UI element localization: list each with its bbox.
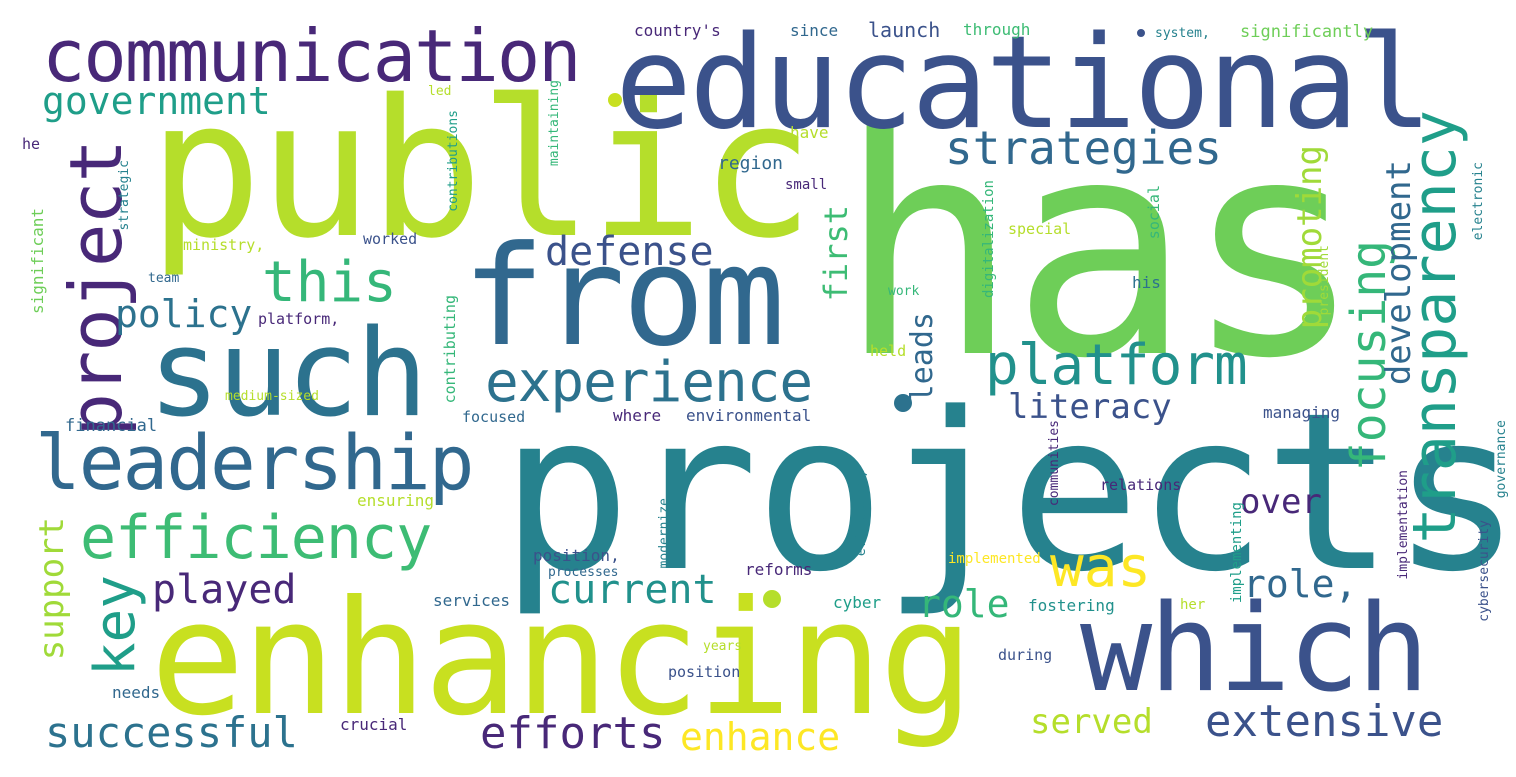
word-processes: processes bbox=[548, 565, 619, 580]
word-crucial: crucial bbox=[340, 715, 408, 734]
word-role-comma: role, bbox=[1243, 562, 1358, 606]
word-educational: educational bbox=[615, 9, 1433, 158]
word-efforts: efforts bbox=[480, 708, 666, 759]
word-enhancing: enhancing bbox=[150, 567, 974, 751]
word-have: have bbox=[790, 123, 829, 142]
word-first: first bbox=[817, 205, 855, 302]
dot-mark bbox=[763, 590, 781, 608]
word-social: social bbox=[1145, 185, 1163, 240]
word-years: years bbox=[703, 639, 743, 654]
word-team: team bbox=[148, 271, 180, 286]
word-has: has bbox=[838, 75, 1364, 424]
word-served: served bbox=[1030, 702, 1153, 742]
word-current: current bbox=[548, 567, 717, 613]
word-support: support bbox=[32, 517, 72, 661]
word-from: from bbox=[462, 216, 785, 377]
word-strategies: strategies bbox=[945, 121, 1222, 175]
word-position: position bbox=[668, 663, 741, 681]
word-ministry-comma: ministry, bbox=[183, 236, 265, 254]
word-such: such bbox=[148, 305, 428, 444]
word-led: led bbox=[428, 84, 452, 99]
word-significant: significant bbox=[28, 208, 47, 314]
word-since: since bbox=[790, 21, 839, 40]
word-modernize: modernize bbox=[657, 498, 672, 569]
word-this: this bbox=[262, 250, 397, 315]
word-held: held bbox=[870, 342, 907, 360]
word-financial: financial bbox=[65, 416, 158, 436]
word-maintaining: maintaining bbox=[547, 80, 562, 167]
word-reforms: reforms bbox=[745, 560, 813, 579]
word-contributing: contributing bbox=[441, 295, 459, 404]
word-literacy: literacy bbox=[1008, 387, 1172, 427]
word-role: role bbox=[918, 582, 1010, 626]
word-fostering: fostering bbox=[1028, 596, 1115, 615]
word-enhance: enhance bbox=[680, 715, 841, 759]
dot-mark bbox=[1137, 29, 1145, 37]
word-extensive: extensive bbox=[1205, 696, 1444, 747]
word-countrys: country's bbox=[634, 21, 721, 40]
word-platform: platform bbox=[985, 333, 1248, 398]
word-experience: experience bbox=[485, 350, 813, 415]
word-electronic: electronic bbox=[1471, 162, 1486, 241]
word-president: president bbox=[1317, 245, 1332, 316]
word-leadership: leadership bbox=[35, 418, 475, 507]
word-governance: governance bbox=[1494, 420, 1509, 499]
word-platform-comma: platform, bbox=[258, 310, 340, 328]
word-position-comma: position, bbox=[533, 546, 620, 565]
word-needs: needs bbox=[112, 683, 161, 702]
word-significantly: significantly bbox=[1240, 22, 1374, 42]
word-development: development bbox=[1379, 160, 1419, 386]
word-worked: worked bbox=[363, 230, 418, 248]
word-services: services bbox=[433, 591, 511, 610]
word-through: through bbox=[963, 20, 1031, 39]
word-communities: communities bbox=[1047, 420, 1062, 507]
word-medium-sized: medium-sized bbox=[225, 389, 319, 404]
word-managing: managing bbox=[1263, 403, 1341, 422]
word-efficiency: efficiency bbox=[80, 503, 432, 573]
word-he: he bbox=[22, 135, 41, 153]
word-cyber: cyber bbox=[833, 593, 882, 612]
word-implementing: implementing bbox=[1229, 502, 1245, 604]
word-environmental: environmental bbox=[686, 406, 812, 425]
word-public: public bbox=[148, 59, 814, 280]
word-digitalization: digitalization bbox=[981, 180, 997, 299]
word-relations: relations bbox=[1100, 476, 1182, 494]
word-launch: launch bbox=[868, 18, 941, 42]
word-contributions: contributions bbox=[446, 110, 461, 212]
word-key: key bbox=[83, 575, 148, 677]
word-leads: leads bbox=[905, 312, 940, 403]
word-successful: successful bbox=[45, 708, 298, 757]
word-work: work bbox=[888, 284, 920, 299]
word-during: during bbox=[998, 646, 1053, 664]
word-strategic: strategic bbox=[117, 160, 132, 231]
word-his: his bbox=[1132, 273, 1161, 292]
word-focused: focused bbox=[462, 408, 526, 426]
word-efficiency-comma: efficiency, bbox=[854, 470, 869, 557]
word-was: was bbox=[1050, 535, 1152, 600]
word-projects: projects bbox=[500, 367, 1516, 620]
word-small: small bbox=[785, 177, 828, 193]
word-implemented: implemented bbox=[948, 551, 1041, 567]
word-over: over bbox=[1240, 482, 1322, 522]
word-where: where bbox=[613, 406, 662, 425]
word-ensuring: ensuring bbox=[357, 491, 435, 510]
word-implementation: implementation bbox=[1396, 470, 1411, 580]
word-defense: defense bbox=[545, 229, 714, 275]
word-system-comma: system, bbox=[1155, 26, 1210, 41]
word-which: which bbox=[1080, 580, 1429, 719]
word-government: government bbox=[42, 79, 271, 123]
word-special: special bbox=[1008, 220, 1072, 238]
word-cybersecurity: cybersecurity bbox=[1477, 520, 1492, 622]
dot-mark bbox=[608, 93, 622, 107]
dot-mark bbox=[894, 394, 912, 412]
word-communication: communication bbox=[42, 14, 582, 98]
word-policy: policy bbox=[115, 292, 253, 336]
word-her: her bbox=[1180, 597, 1206, 613]
word-region: region bbox=[718, 153, 784, 174]
word-played: played bbox=[152, 567, 297, 613]
